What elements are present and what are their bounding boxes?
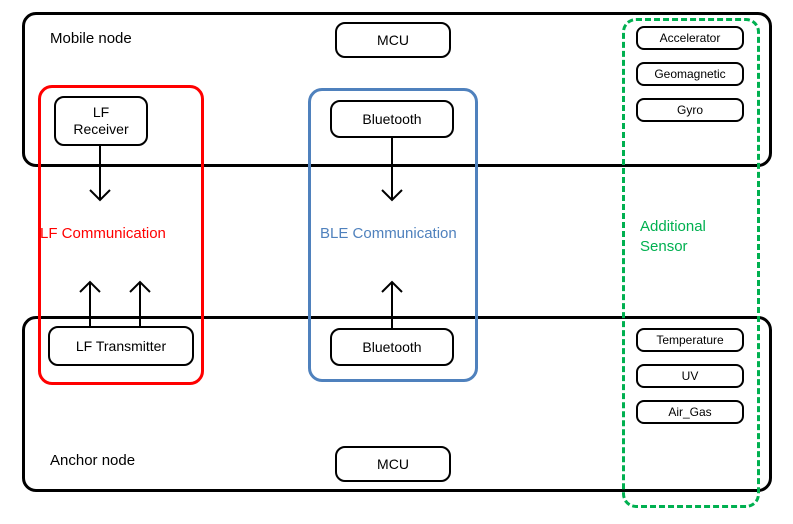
lf-transmitter: LF Transmitter: [48, 326, 194, 366]
sensor-group: [622, 18, 760, 508]
sensor-group-label-2: Sensor: [640, 238, 688, 255]
lf-receiver: LF Receiver: [54, 96, 148, 146]
mcu-bottom: MCU: [335, 446, 451, 482]
mcu-top: MCU: [335, 22, 451, 58]
ble-group-label: BLE Communication: [320, 225, 457, 242]
anchor-node-label: Anchor node: [50, 452, 135, 469]
sensor-air-gas: Air_Gas: [636, 400, 744, 424]
sensor-temperature: Temperature: [636, 328, 744, 352]
sensor-group-label-1: Additional: [640, 218, 706, 235]
sensor-accelerator: Accelerator: [636, 26, 744, 50]
bluetooth-top: Bluetooth: [330, 100, 454, 138]
lf-group-label: LF Communication: [40, 225, 166, 242]
sensor-geomagnetic: Geomagnetic: [636, 62, 744, 86]
sensor-gyro: Gyro: [636, 98, 744, 122]
mobile-node-label: Mobile node: [50, 30, 132, 47]
sensor-uv: UV: [636, 364, 744, 388]
bluetooth-bottom: Bluetooth: [330, 328, 454, 366]
